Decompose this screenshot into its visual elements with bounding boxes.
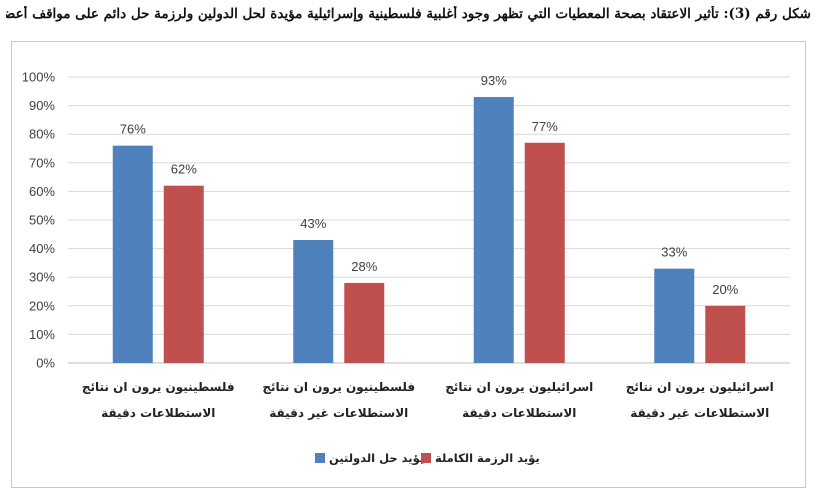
- bar: [344, 282, 385, 363]
- x-category-label: الاستطلاعات دقيقة: [101, 406, 215, 420]
- y-tick-label: 20%: [29, 298, 55, 313]
- data-label: 76%: [120, 122, 146, 137]
- bar: [705, 305, 746, 363]
- data-label: 93%: [481, 73, 507, 88]
- x-category-label: فلسطينيون يرون ان نتائج: [262, 380, 415, 395]
- x-category-label: الاستطلاعات غير دقيقة: [630, 406, 769, 420]
- data-label: 62%: [171, 162, 197, 177]
- y-tick-label: 50%: [29, 213, 55, 228]
- bar: [654, 268, 695, 363]
- x-category-label: الاستطلاعات دقيقة: [462, 406, 576, 420]
- legend-swatch: [421, 453, 431, 463]
- y-tick-label: 0%: [36, 356, 55, 371]
- legend-label: يؤيد حل الدولتين: [329, 451, 424, 466]
- bar: [163, 185, 204, 363]
- y-tick-label: 30%: [29, 270, 55, 285]
- y-tick-label: 80%: [29, 127, 55, 142]
- data-label: 28%: [351, 259, 377, 274]
- bar: [112, 145, 153, 363]
- x-category-label: اسرائيليون يرون ان نتائج: [445, 380, 593, 395]
- y-tick-label: 60%: [29, 184, 55, 199]
- x-category-label: فلسطينيون يرون ان نتائج: [82, 380, 235, 395]
- figure-caption: شكل رقم (3): تأثير الاعتقاد بصحة المعطيا…: [6, 6, 811, 22]
- bar: [473, 97, 514, 364]
- data-label: 77%: [532, 119, 558, 134]
- y-tick-label: 40%: [29, 241, 55, 256]
- x-category-label: اسرائيليون يرون ان نتائج: [626, 380, 774, 395]
- data-label: 20%: [712, 282, 738, 297]
- legend-label: يؤيد الرزمة الكاملة: [435, 451, 540, 466]
- bar: [293, 240, 334, 363]
- legend-swatch: [315, 453, 325, 463]
- y-tick-label: 100%: [22, 70, 56, 85]
- data-label: 33%: [661, 245, 687, 260]
- data-label: 43%: [300, 216, 326, 231]
- y-tick-label: 70%: [29, 155, 55, 170]
- y-tick-label: 10%: [29, 327, 55, 342]
- y-tick-label: 90%: [29, 98, 55, 113]
- x-category-label: الاستطلاعات غير دقيقة: [269, 406, 408, 420]
- bar: [524, 142, 565, 363]
